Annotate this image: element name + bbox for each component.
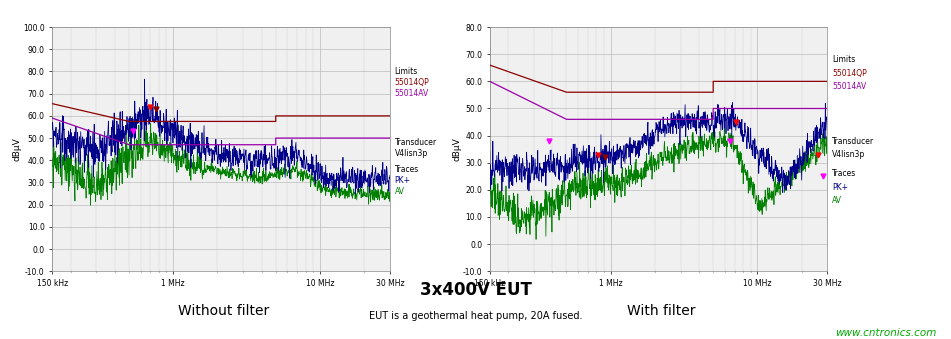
Text: Traces: Traces <box>832 169 856 178</box>
Text: AV: AV <box>832 196 843 205</box>
Y-axis label: dBµV: dBµV <box>12 137 22 161</box>
Text: Limits: Limits <box>832 55 855 64</box>
Text: 3x400V EUT: 3x400V EUT <box>419 281 532 299</box>
Text: PK+: PK+ <box>832 183 848 192</box>
Text: Without filter: Without filter <box>178 304 269 318</box>
Text: 55014AV: 55014AV <box>395 89 429 98</box>
Y-axis label: dBµV: dBµV <box>452 137 461 161</box>
Text: With filter: With filter <box>627 304 695 318</box>
Text: V4lisn3p: V4lisn3p <box>832 150 865 159</box>
Text: www.cntronics.com: www.cntronics.com <box>835 327 937 338</box>
Text: Traces: Traces <box>395 165 418 174</box>
Text: Limits: Limits <box>395 67 417 76</box>
Text: V4lisn3p: V4lisn3p <box>395 149 428 158</box>
Text: 55014QP: 55014QP <box>395 78 430 87</box>
Text: Transducer: Transducer <box>395 138 437 147</box>
Text: Transducer: Transducer <box>832 137 874 145</box>
Text: 55014AV: 55014AV <box>832 82 866 91</box>
Text: AV: AV <box>395 187 405 196</box>
Text: EUT is a geothermal heat pump, 20A fused.: EUT is a geothermal heat pump, 20A fused… <box>369 311 582 321</box>
Text: 55014QP: 55014QP <box>832 69 867 78</box>
Text: PK+: PK+ <box>395 176 411 185</box>
